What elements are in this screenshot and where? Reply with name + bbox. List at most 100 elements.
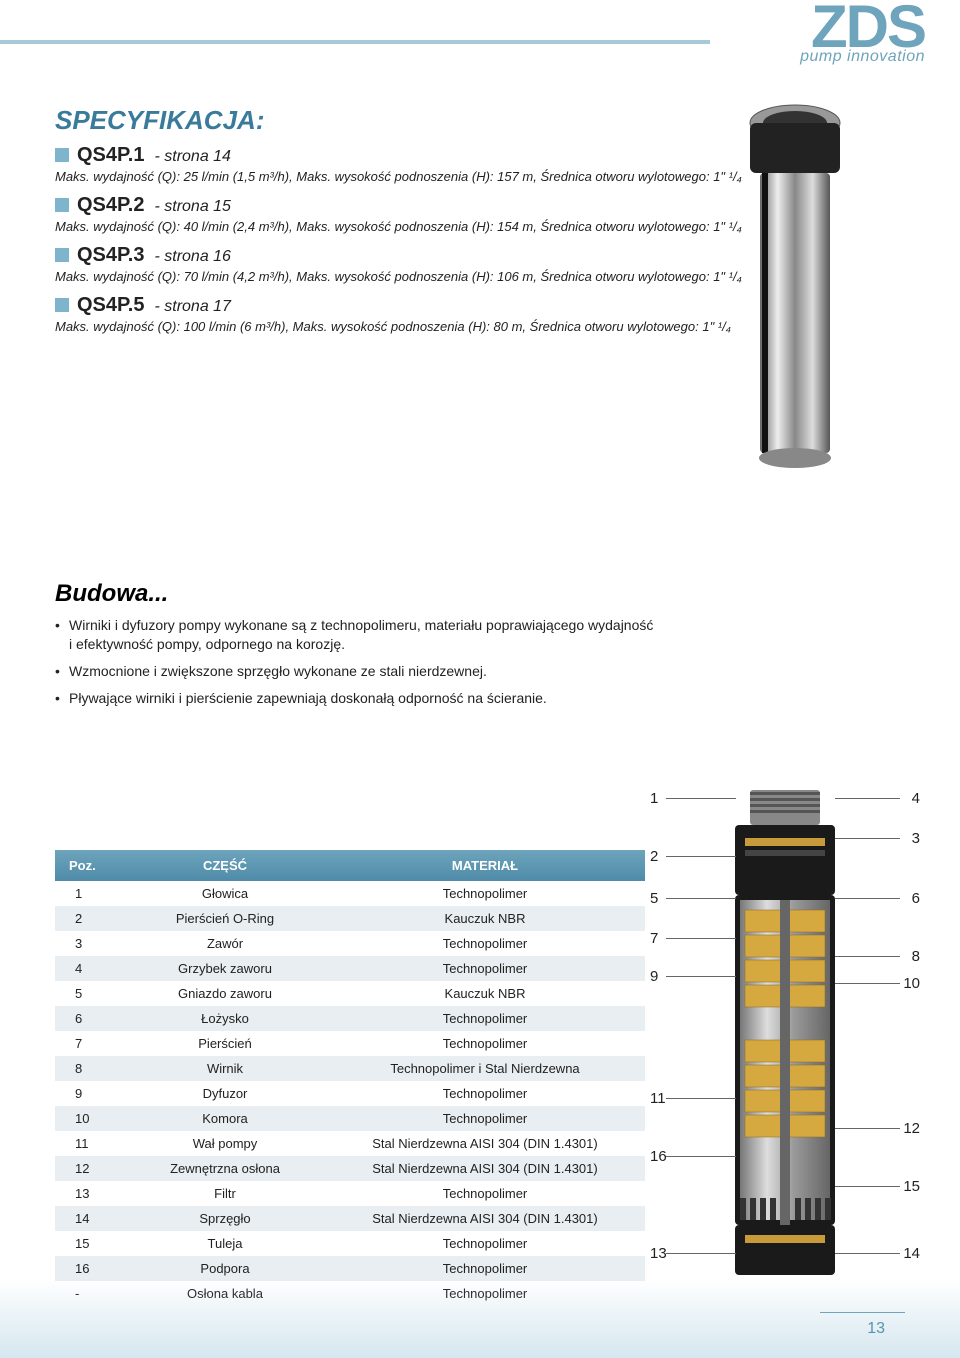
spec-code: QS4P.1	[77, 144, 144, 167]
logo-text: ZDS	[800, 0, 925, 54]
callout-number: 12	[903, 1120, 920, 1137]
callout-line	[835, 838, 900, 839]
pump-cutaway-diagram: 12579111613436810121514	[650, 790, 920, 1290]
table-row: 8WirnikTechnopolimer i Stal Nierdzewna	[55, 1056, 645, 1081]
spec-item: QS4P.2- strona 15Maks. wydajność (Q): 40…	[55, 194, 925, 234]
spec-code: QS4P.2	[77, 194, 144, 217]
callout-line	[835, 798, 900, 799]
table-row: 7PierścieńTechnopolimer	[55, 1031, 645, 1056]
table-cell: Komora	[125, 1106, 325, 1131]
callout-line	[835, 1186, 900, 1187]
table-cell: Stal Nierdzewna AISI 304 (DIN 1.4301)	[325, 1206, 645, 1231]
callout-line	[666, 1253, 736, 1254]
table-cell: Gniazdo zaworu	[125, 981, 325, 1006]
table-cell: 3	[55, 931, 125, 956]
logo-subtext: pump innovation	[800, 48, 925, 66]
table-cell: Technopolimer	[325, 1006, 645, 1031]
table-cell: Grzybek zaworu	[125, 956, 325, 981]
table-cell: 6	[55, 1006, 125, 1031]
callout-number: 14	[903, 1245, 920, 1262]
table-cell: Stal Nierdzewna AISI 304 (DIN 1.4301)	[325, 1156, 645, 1181]
table-cell: Technopolimer	[325, 881, 645, 906]
table-cell: 11	[55, 1131, 125, 1156]
table-cell: Zawór	[125, 931, 325, 956]
table-row: 6ŁożyskoTechnopolimer	[55, 1006, 645, 1031]
callout-number: 5	[650, 890, 658, 907]
callout-line	[835, 1253, 900, 1254]
spec-section: SPECYFIKACJA: QS4P.1- strona 14Maks. wyd…	[55, 105, 925, 344]
callout-line	[835, 898, 900, 899]
table-row: 14SprzęgłoStal Nierdzewna AISI 304 (DIN …	[55, 1206, 645, 1231]
table-cell: Pierścień	[125, 1031, 325, 1056]
table-row: 3ZawórTechnopolimer	[55, 931, 645, 956]
table-cell: 8	[55, 1056, 125, 1081]
spec-item: QS4P.3- strona 16Maks. wydajność (Q): 70…	[55, 244, 925, 284]
table-cell: Wirnik	[125, 1056, 325, 1081]
table-row: 5Gniazdo zaworuKauczuk NBR	[55, 981, 645, 1006]
callout-line	[835, 956, 900, 957]
table-cell: Technopolimer i Stal Nierdzewna	[325, 1056, 645, 1081]
parts-table: Poz.CZĘŚĆMATERIAŁ 1GłowicaTechnopolimer2…	[55, 850, 645, 1306]
table-cell: 2	[55, 906, 125, 931]
construction-bullet: Pływające wirniki i pierścienie zapewnia…	[55, 689, 655, 708]
table-cell: Dyfuzor	[125, 1081, 325, 1106]
page-number: 13	[867, 1320, 885, 1338]
table-header: CZĘŚĆ	[125, 850, 325, 881]
callout-number: 15	[903, 1178, 920, 1195]
bullet-square	[55, 298, 69, 312]
callout-line	[666, 976, 736, 977]
callout-number: 4	[912, 790, 920, 807]
table-cell: 10	[55, 1106, 125, 1131]
spec-detail: Maks. wydajność (Q): 40 l/min (2,4 m³/h)…	[55, 219, 925, 234]
callout-number: 16	[650, 1148, 667, 1165]
table-cell: Technopolimer	[325, 931, 645, 956]
callout-number: 10	[903, 975, 920, 992]
table-cell: Technopolimer	[325, 956, 645, 981]
table-cell: Sprzęgło	[125, 1206, 325, 1231]
table-cell: Głowica	[125, 881, 325, 906]
spec-code: QS4P.5	[77, 294, 144, 317]
header-rule	[0, 40, 710, 44]
callout-line	[666, 798, 736, 799]
table-row: 13FiltrTechnopolimer	[55, 1181, 645, 1206]
spec-page-ref: - strona 17	[154, 298, 230, 316]
callout-number: 8	[912, 948, 920, 965]
spec-detail: Maks. wydajność (Q): 70 l/min (4,2 m³/h)…	[55, 269, 925, 284]
table-cell: 13	[55, 1181, 125, 1206]
bullet-square	[55, 148, 69, 162]
callout-line	[666, 898, 736, 899]
logo: ZDS pump innovation	[800, 0, 925, 66]
table-cell: Pierścień O-Ring	[125, 906, 325, 931]
table-row: 11Wał pompyStal Nierdzewna AISI 304 (DIN…	[55, 1131, 645, 1156]
table-cell: Zewnętrzna osłona	[125, 1156, 325, 1181]
table-cell: 7	[55, 1031, 125, 1056]
callout-number: 2	[650, 848, 658, 865]
spec-code: QS4P.3	[77, 244, 144, 267]
table-cell: Technopolimer	[325, 1231, 645, 1256]
table-cell: Łożysko	[125, 1006, 325, 1031]
construction-title: Budowa...	[55, 580, 655, 608]
table-header: Poz.	[55, 850, 125, 881]
table-row: 2Pierścień O-RingKauczuk NBR	[55, 906, 645, 931]
table-cell: Kauczuk NBR	[325, 981, 645, 1006]
callout-line	[835, 1128, 900, 1129]
table-cell: 15	[55, 1231, 125, 1256]
table-cell: Kauczuk NBR	[325, 906, 645, 931]
table-cell: 14	[55, 1206, 125, 1231]
callout-number: 1	[650, 790, 658, 807]
spec-detail: Maks. wydajność (Q): 100 l/min (6 m³/h),…	[55, 319, 925, 334]
callout-line	[666, 1098, 736, 1099]
spec-page-ref: - strona 14	[154, 148, 230, 166]
footer-rule	[820, 1312, 905, 1313]
callout-number: 6	[912, 890, 920, 907]
table-cell: 4	[55, 956, 125, 981]
bullet-square	[55, 248, 69, 262]
table-cell: Filtr	[125, 1181, 325, 1206]
table-cell: Technopolimer	[325, 1181, 645, 1206]
spec-item: QS4P.5 - strona 17 Maks. wydajność (Q): 10…	[55, 294, 925, 334]
table-cell: 12	[55, 1156, 125, 1181]
table-row: 4Grzybek zaworuTechnopolimer	[55, 956, 645, 981]
footer-gradient	[0, 1278, 960, 1358]
callout-line	[666, 856, 736, 857]
callout-number: 13	[650, 1245, 667, 1262]
